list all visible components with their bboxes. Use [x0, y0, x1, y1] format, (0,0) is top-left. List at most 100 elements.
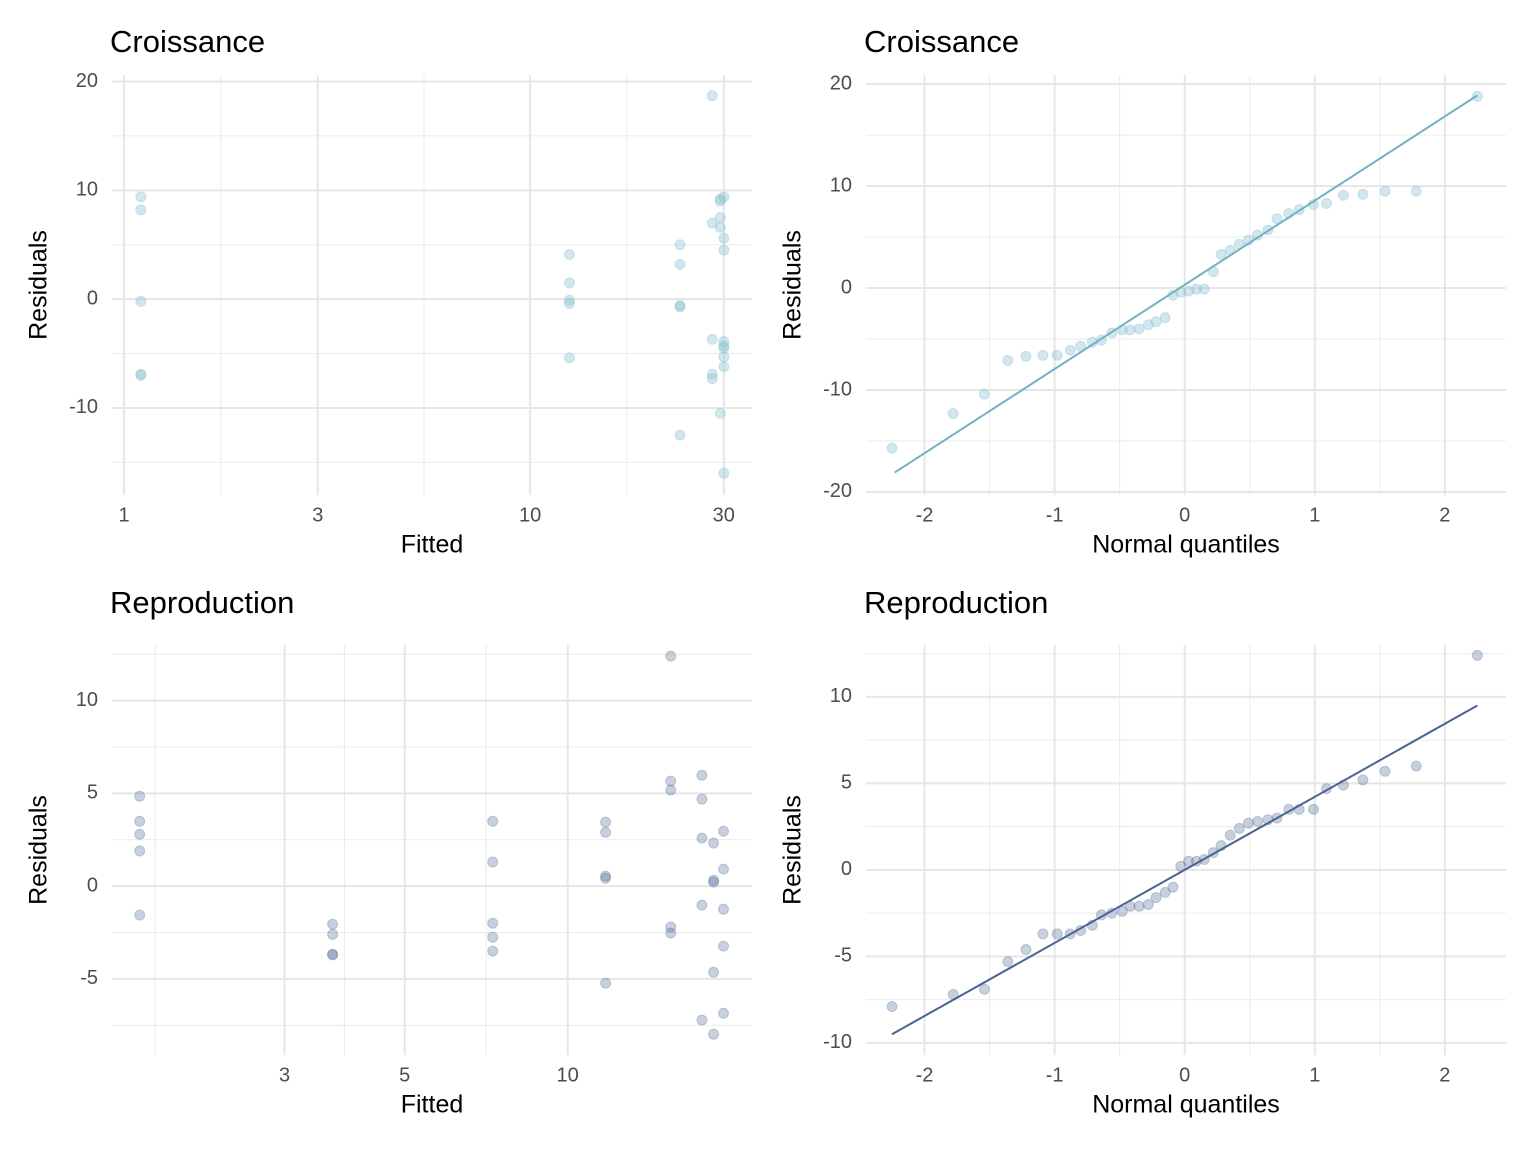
point: [600, 872, 612, 884]
x-tick-label: 1: [1309, 504, 1320, 526]
point: [1271, 213, 1283, 225]
point: [134, 909, 146, 921]
point: [706, 373, 718, 385]
point: [134, 815, 146, 827]
point: [1233, 822, 1245, 834]
point: [600, 826, 612, 838]
point: [718, 244, 730, 256]
y-tick-label: -10: [823, 1031, 852, 1053]
x-axis-label: Fitted: [401, 531, 464, 559]
y-tick-label: 5: [87, 782, 98, 804]
point: [1410, 760, 1422, 772]
x-tick-label: 0: [1179, 504, 1190, 526]
x-tick-label: 3: [312, 504, 323, 526]
point: [718, 467, 730, 479]
point: [714, 195, 726, 207]
point: [327, 928, 339, 940]
x-tick-label: 5: [399, 1064, 410, 1086]
point: [563, 352, 575, 364]
point: [1215, 248, 1227, 260]
chart-title: Reproduction: [110, 585, 294, 620]
point: [978, 983, 990, 995]
point: [674, 258, 686, 270]
x-tick-label: -2: [916, 1064, 934, 1086]
y-axis-label: Residuals: [25, 230, 53, 340]
point: [665, 921, 677, 933]
reference-line: [894, 94, 1478, 474]
point: [718, 191, 730, 203]
point: [674, 301, 686, 313]
point: [563, 277, 575, 289]
chart-title: Croissance: [110, 24, 265, 59]
point: [135, 369, 147, 381]
panel: 1 3 10 30 -10 0 10 20 Croissance Fitted Residuals: [25, 24, 752, 559]
point: [1116, 905, 1128, 917]
point: [714, 212, 726, 224]
point: [1142, 319, 1154, 331]
point: [1471, 649, 1483, 661]
point: [718, 336, 730, 348]
point: [708, 837, 720, 849]
y-tick-label: 0: [87, 874, 98, 896]
y-axis-label: Residuals: [779, 230, 807, 340]
point: [1198, 283, 1210, 295]
point: [696, 899, 708, 911]
point: [135, 191, 147, 203]
y-tick-label: -10: [823, 378, 852, 400]
point: [1410, 185, 1422, 197]
point: [1159, 312, 1171, 324]
point: [1159, 886, 1171, 898]
point: [1190, 283, 1202, 295]
y-tick-label: 10: [76, 179, 98, 201]
x-tick-label: -2: [916, 504, 934, 526]
point: [563, 249, 575, 261]
point: [718, 351, 730, 363]
point: [674, 239, 686, 251]
point: [706, 90, 718, 102]
point: [706, 368, 718, 380]
point: [1142, 898, 1154, 910]
chart-title: Croissance: [864, 24, 1019, 59]
point: [1133, 323, 1145, 335]
point: [600, 977, 612, 989]
y-tick-label: 20: [830, 72, 852, 94]
point: [1379, 765, 1391, 777]
point: [706, 217, 718, 229]
y-axis-label: Residuals: [779, 795, 807, 905]
point: [665, 927, 677, 939]
x-tick-label: 3: [279, 1064, 290, 1086]
point: [1002, 956, 1014, 968]
point: [563, 294, 575, 306]
point: [717, 903, 729, 915]
x-tick-label: 1: [118, 504, 129, 526]
point: [696, 769, 708, 781]
point: [708, 966, 720, 978]
x-tick-label: 10: [519, 504, 541, 526]
point: [1167, 881, 1179, 893]
point: [1020, 350, 1032, 362]
point: [487, 945, 499, 957]
point: [1183, 285, 1195, 297]
y-tick-label: 5: [841, 772, 852, 794]
point: [717, 863, 729, 875]
point: [674, 429, 686, 441]
y-tick-label: 10: [76, 689, 98, 711]
point: [1133, 900, 1145, 912]
point: [487, 917, 499, 929]
point: [696, 1014, 708, 1026]
point: [718, 340, 730, 352]
point: [1357, 188, 1369, 200]
point: [674, 300, 686, 312]
x-tick-label: 30: [713, 504, 735, 526]
x-tick-label: 10: [557, 1064, 579, 1086]
point: [708, 1028, 720, 1040]
point: [886, 442, 898, 454]
y-tick-label: 0: [841, 858, 852, 880]
point: [1150, 316, 1162, 328]
y-tick-label: -5: [80, 967, 98, 989]
point: [1242, 817, 1254, 829]
point: [1183, 855, 1195, 867]
point: [886, 1001, 898, 1013]
point: [600, 816, 612, 828]
